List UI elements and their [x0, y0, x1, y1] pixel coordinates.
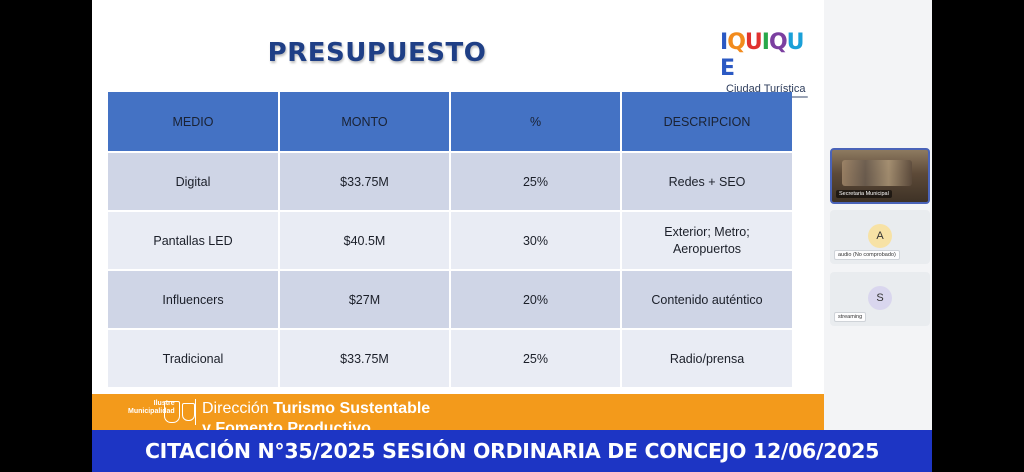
participant-label: streaming: [834, 312, 867, 322]
header-monto: MONTO: [279, 92, 451, 152]
avatar: A: [868, 224, 892, 248]
cell-percent: 25%: [450, 151, 622, 211]
logo-letter: I: [720, 30, 728, 55]
table-row: Digital $33.75M 25% Redes + SEO: [108, 151, 792, 211]
avatar: S: [868, 286, 892, 310]
cell-descripcion: Exterior; Metro; Aeropuertos: [621, 210, 792, 270]
logo-letter: Q: [727, 30, 746, 55]
department-second-line: y Fomento Productivo: [202, 420, 371, 430]
meeting-screen: PRESUPUESTO IQUIQUE Ciudad Turística MED…: [92, 0, 932, 472]
department-prefix: Dirección: [202, 400, 269, 417]
slide-title: PRESUPUESTO: [267, 38, 487, 68]
cell-medio: Pantallas LED: [108, 210, 280, 270]
crest-icon: [164, 401, 180, 423]
cell-percent: 25%: [450, 328, 622, 387]
logo-letter: E: [720, 56, 735, 81]
participant-tile-video[interactable]: Secretaria Municipal: [830, 148, 930, 204]
header-medio: MEDIO: [108, 92, 280, 152]
municipality-line2: Municipalidad: [128, 408, 175, 415]
department-banner: Ilustre Municipalidad Dirección Turismo …: [92, 394, 824, 430]
cell-monto: $27M: [279, 269, 451, 329]
department-name: Dirección Turismo Sustentable: [202, 400, 430, 418]
table-header-row: MEDIO MONTO % DESCRIPCION: [108, 92, 792, 152]
video-feed-people: [842, 160, 912, 186]
cell-monto: $33.75M: [279, 328, 451, 387]
logo-letter: I: [761, 30, 770, 55]
session-caption: CITACIÓN N°35/2025 SESIÓN ORDINARIA DE C…: [92, 430, 932, 472]
cell-percent: 30%: [450, 210, 622, 270]
participant-label: audio (No comprobado): [834, 250, 900, 260]
budget-table: MEDIO MONTO % DESCRIPCION Digital $33.75…: [108, 92, 792, 387]
participant-tile-audio[interactable]: A audio (No comprobado): [830, 210, 930, 264]
cell-medio: Digital: [108, 151, 280, 211]
logo-letter: U: [786, 30, 805, 55]
table-row: Tradicional $33.75M 25% Radio/prensa: [108, 328, 792, 387]
cell-descripcion: Redes + SEO: [621, 151, 792, 211]
table-row: Pantallas LED $40.5M 30% Exterior; Metro…: [108, 210, 792, 270]
logo-letter: U: [744, 30, 763, 55]
cell-percent: 20%: [450, 269, 622, 329]
cell-monto: $33.75M: [279, 151, 451, 211]
header-percent: %: [450, 92, 622, 152]
participant-tile-streaming[interactable]: S streaming: [830, 272, 930, 326]
cell-medio: Influencers: [108, 269, 280, 329]
department-name-bold: Turismo Sustentable: [273, 400, 431, 417]
cell-monto: $40.5M: [279, 210, 451, 270]
logo-letter: Q: [768, 30, 788, 55]
header-descripcion: DESCRIPCION: [621, 92, 792, 152]
logo-wordmark: IQUIQUE: [720, 30, 816, 82]
cell-descripcion: Radio/prensa: [621, 328, 792, 387]
table-row: Influencers $27M 20% Contenido auténtico: [108, 269, 792, 329]
banner-divider: [195, 399, 196, 425]
shield-icon: [182, 403, 195, 421]
iquique-logo: IQUIQUE Ciudad Turística: [720, 30, 816, 98]
cell-medio: Tradicional: [108, 328, 280, 387]
participant-label: Secretaria Municipal: [836, 190, 892, 198]
presentation-slide: PRESUPUESTO IQUIQUE Ciudad Turística MED…: [92, 0, 824, 430]
cell-descripcion: Contenido auténtico: [621, 269, 792, 329]
